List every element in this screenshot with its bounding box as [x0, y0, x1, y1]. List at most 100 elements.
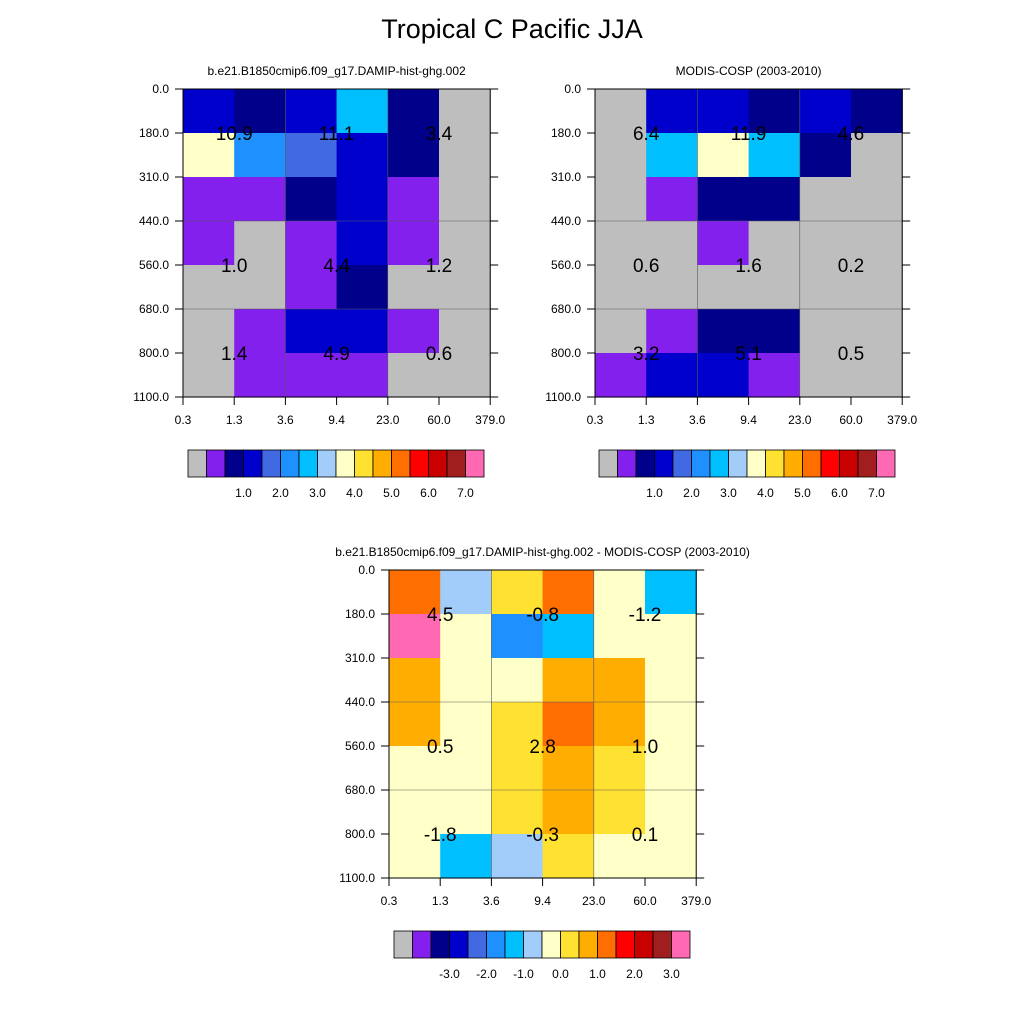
- colorbar-swatch: [430, 930, 450, 959]
- cell-value-label: 0.1: [632, 825, 658, 846]
- heatmap-cell: [439, 89, 491, 134]
- heatmap-cell: [645, 614, 697, 659]
- heatmap-cell: [697, 133, 750, 178]
- colorbar-swatch: [391, 449, 411, 478]
- y-tick-label: 310.0: [345, 651, 375, 665]
- heatmap-cell: [542, 834, 595, 879]
- x-tick-label: 23.0: [788, 413, 812, 427]
- heatmap-cell: [389, 790, 441, 835]
- y-tick-label: 0.0: [564, 82, 581, 96]
- cell-value-label: 6.4: [633, 124, 660, 145]
- heatmap-cell: [697, 309, 750, 354]
- heatmap-cell: [593, 570, 646, 615]
- cell-value-label: 3.2: [633, 344, 659, 365]
- colorbar-swatch: [372, 449, 392, 478]
- colorbar-label: 3.0: [309, 486, 326, 500]
- heatmap-cell: [542, 658, 595, 703]
- cell-value-label: 1.4: [221, 344, 248, 365]
- heatmap-cell: [285, 177, 338, 222]
- colorbar-swatch: [672, 449, 692, 478]
- y-tick-label: 180.0: [551, 126, 581, 140]
- heatmap-cell: [851, 353, 903, 398]
- heatmap-cell: [285, 133, 338, 178]
- cell-value-label: 0.2: [838, 256, 864, 277]
- y-tick-label: 1100.0: [339, 871, 375, 885]
- colorbar-label: 3.0: [663, 967, 680, 981]
- heatmap-cell: [593, 746, 646, 791]
- heatmap-cell: [799, 221, 852, 266]
- colorbar-label: 7.0: [457, 486, 474, 500]
- colorbar-swatch: [317, 449, 337, 478]
- colorbar-swatch: [446, 449, 466, 478]
- colorbar-label: 2.0: [272, 486, 289, 500]
- heatmap-cell: [491, 702, 544, 747]
- cell-value-label: 1.2: [426, 256, 452, 277]
- heatmap-cell: [646, 265, 698, 310]
- heatmap-cell: [799, 133, 852, 178]
- colorbar-swatch: [560, 930, 580, 959]
- colorbar-swatch: [578, 930, 598, 959]
- heatmap-cell: [336, 265, 389, 310]
- heatmap-cell: [183, 177, 235, 222]
- colorbar-swatch: [857, 449, 877, 478]
- heatmap-cell: [593, 702, 646, 747]
- colorbar-swatch: [654, 449, 674, 478]
- colorbar-swatch: [597, 930, 617, 959]
- cell-value-label: -0.3: [526, 825, 559, 846]
- heatmap-cell: [440, 834, 492, 879]
- heatmap-cell: [646, 221, 698, 266]
- colorbar-swatch: [465, 449, 485, 478]
- heatmap-cell: [336, 133, 389, 178]
- heatmap-cell: [645, 570, 697, 615]
- heatmap-cell: [440, 614, 492, 659]
- colorbar-label: 2.0: [626, 967, 643, 981]
- colorbar-label: 1.0: [235, 486, 252, 500]
- cell-value-label: 4.5: [427, 605, 453, 626]
- heatmap-cell: [542, 746, 595, 791]
- x-tick-label: 0.3: [175, 413, 192, 427]
- panel-title: MODIS-COSP (2003-2010): [676, 64, 822, 78]
- heatmap-cell: [440, 790, 492, 835]
- heatmap-cell: [851, 133, 903, 178]
- cell-value-label: 0.5: [427, 737, 453, 758]
- heatmap-cell: [440, 570, 492, 615]
- panel-diff: b.e21.B1850cmip6.f09_g17.DAMIP-hist-ghg.…: [335, 545, 750, 981]
- colorbar-swatch: [280, 449, 300, 478]
- heatmap-cell: [697, 89, 750, 134]
- heatmap-cell: [183, 265, 235, 310]
- y-tick-label: 310.0: [551, 170, 581, 184]
- heatmap-cell: [595, 133, 647, 178]
- heatmap-cell: [336, 309, 389, 354]
- heatmap-cell: [491, 614, 544, 659]
- cell-value-label: 0.6: [633, 256, 659, 277]
- heatmap-cell: [234, 89, 286, 134]
- colorbar-swatch: [206, 449, 226, 478]
- colorbar-label: 2.0: [683, 486, 700, 500]
- colorbar-swatch: [467, 930, 487, 959]
- x-tick-label: 9.4: [328, 413, 345, 427]
- heatmap-cell: [595, 177, 647, 222]
- heatmap-cell: [285, 221, 338, 266]
- colorbar-label: 5.0: [383, 486, 400, 500]
- heatmap-cell: [697, 177, 750, 222]
- heatmap-cell: [234, 133, 286, 178]
- heatmap-cell: [542, 702, 595, 747]
- heatmap-cell: [646, 177, 698, 222]
- y-tick-label: 560.0: [551, 258, 581, 272]
- y-tick-label: 1100.0: [133, 390, 169, 404]
- panel-title: b.e21.B1850cmip6.f09_g17.DAMIP-hist-ghg.…: [335, 545, 750, 559]
- colorbar-swatch: [783, 449, 803, 478]
- colorbar-swatch: [876, 449, 896, 478]
- heatmap-cell: [697, 265, 750, 310]
- colorbar-swatch: [261, 449, 281, 478]
- y-tick-label: 180.0: [345, 607, 375, 621]
- colorbar-swatch: [617, 449, 637, 478]
- heatmap-cell: [748, 353, 801, 398]
- x-tick-label: 60.0: [633, 894, 657, 908]
- colorbar-swatch: [746, 449, 766, 478]
- heatmap-cell: [799, 265, 852, 310]
- heatmap-cell: [645, 658, 697, 703]
- heatmap-cell: [645, 702, 697, 747]
- heatmap-cell: [595, 309, 647, 354]
- x-tick-label: 1.3: [432, 894, 449, 908]
